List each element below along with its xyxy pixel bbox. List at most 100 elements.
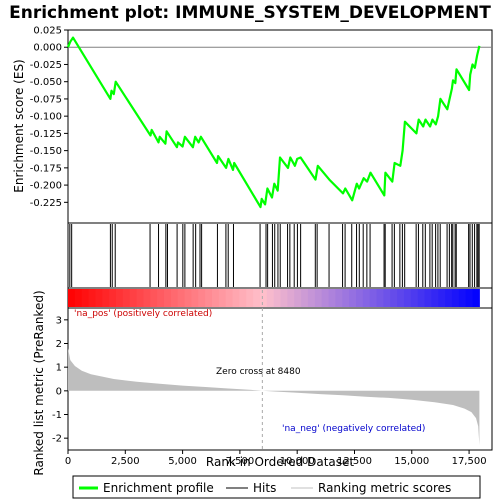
rank-bar-segment [445, 289, 453, 307]
rank-bar-segment [403, 289, 412, 307]
rank-bar-segment [95, 289, 103, 307]
rank-bar-segment [170, 289, 179, 307]
rank-bar-segment [259, 289, 268, 307]
legend-hits-label: Hits [253, 481, 276, 495]
es-y-tick-label: -0.225 [30, 198, 62, 209]
rank-bar-segment [143, 289, 151, 307]
x-tick-label: 12,500 [337, 456, 372, 467]
rank-bar-segment [266, 289, 275, 307]
rank-bar-segment [157, 289, 165, 307]
rank-bar-segment [342, 289, 350, 307]
rank-bar-segment [102, 289, 110, 307]
rank-bar-segment [273, 289, 282, 307]
rank-bar-segment [431, 289, 439, 307]
rank-bar-segment [225, 289, 234, 307]
rank-bar-segment [232, 289, 240, 307]
es-y-tick-label: -0.075 [30, 94, 62, 105]
zero-cross-label: Zero cross at 8480 [216, 367, 301, 377]
es-panel-frame [67, 29, 493, 224]
rank-bar-segment [198, 289, 206, 307]
rank-bar-segment [369, 289, 378, 307]
rank-bar-segment [136, 289, 144, 307]
rank-bar-segment [68, 289, 76, 307]
x-tick-label: 5,000 [168, 456, 197, 467]
chart-title: Enrichment plot: IMMUNE_SYSTEM_DEVELOPME… [9, 3, 491, 23]
rank-bar-segment [150, 289, 158, 307]
rank-bar-segment [301, 289, 309, 307]
es-profile-layer [66, 36, 492, 209]
rank-bar-segment [115, 289, 124, 307]
metric-y-tick-label: 0 [56, 386, 62, 397]
rank-bar-segment [307, 289, 316, 307]
legend-profile-label: Enrichment profile [103, 481, 214, 495]
neg-correlated-label: 'na_neg' (negatively correlated) [282, 424, 425, 434]
es-y-tick-label: -0.100 [30, 112, 62, 123]
rank-bar-segment [424, 289, 432, 307]
x-tick-label: 10,000 [280, 456, 315, 467]
es-y-axis: 0.025 0.000 -0.025 -0.050 -0.075 -0.100 -0.125… [30, 26, 68, 209]
rank-bar-segment [417, 289, 426, 307]
metric-area [68, 348, 480, 446]
rank-bar-segment [355, 289, 364, 307]
metric-y-axis-label: Ranked list metric (PreRanked) [32, 290, 46, 475]
rank-bar-segment [410, 289, 419, 307]
es-y-tick-label: 0.000 [33, 43, 62, 54]
rank-bar-segment [191, 289, 199, 307]
es-profile-line [66, 36, 481, 209]
es-y-tick-label: -0.200 [30, 181, 62, 192]
rank-bar-segment [335, 289, 343, 307]
rank-bar-segment [163, 289, 172, 307]
rank-bar-segment [349, 289, 357, 307]
rank-bar-segment [328, 289, 336, 307]
es-y-axis-label: Enrichment score (ES) [12, 59, 26, 192]
metric-y-tick-label: 1 [56, 363, 62, 374]
metric-layer [68, 290, 480, 449]
es-y-tick-label: -0.125 [30, 129, 62, 140]
metric-y-tick-label: -1 [52, 410, 62, 421]
metric-y-tick-label: -2 [52, 434, 62, 445]
rank-bar-segment [211, 289, 220, 307]
rank-bar-segment [81, 289, 90, 307]
rank-bar-segment [383, 289, 391, 307]
rank-bar-segment [458, 289, 467, 307]
rank-bar-segment [397, 289, 405, 307]
metric-y-tick-label: 3 [56, 315, 62, 326]
rank-bar-segment [438, 289, 446, 307]
legend: Enrichment profile Hits Ranking metric s… [72, 475, 481, 499]
hits-layer [69, 224, 480, 287]
rank-bar-segment [280, 289, 288, 307]
es-y-tick-label: 0.025 [33, 26, 62, 37]
rank-bar-segment [390, 289, 398, 307]
rank-bar-segment [129, 289, 138, 307]
rank-bar-segment [122, 289, 131, 307]
es-y-tick-label: -0.025 [30, 60, 62, 71]
x-tick-label: 17,500 [452, 456, 487, 467]
rank-bar-segment [314, 289, 323, 307]
es-y-tick-label: -0.050 [30, 77, 62, 88]
es-y-tick-label: -0.175 [30, 163, 62, 174]
x-tick-label: 7,500 [226, 456, 255, 467]
metric-y-tick-label: 2 [56, 339, 62, 350]
x-axis: 0 2,500 5,000 7,500 10,000 12,500 15,000 17,500 [65, 450, 487, 467]
rank-bar-segment [239, 289, 247, 307]
x-tick-label: 0 [65, 456, 71, 467]
rank-bar-segment [451, 289, 460, 307]
rank-bar-segment [246, 289, 254, 307]
rank-bar-segment [294, 289, 302, 307]
rank-color-bar [68, 289, 480, 307]
metric-y-axis: 3 2 1 0 -1 -2 [52, 315, 68, 445]
rank-bar-segment [184, 289, 192, 307]
rank-bar-segment [74, 289, 83, 307]
rank-bar-segment [109, 289, 117, 307]
es-y-tick-label: -0.150 [30, 146, 62, 157]
rank-bar-segment [472, 289, 480, 307]
rank-bar-segment [465, 289, 474, 307]
rank-bar-segment [376, 289, 384, 307]
rank-bar-segment [253, 289, 261, 307]
rank-bar-segment [321, 289, 330, 307]
rank-bar-segment [88, 289, 96, 307]
rank-bar-segment [287, 289, 295, 307]
rank-bar-segment [177, 289, 186, 307]
metric-panel-frame [67, 307, 493, 451]
x-axis-label: Rank in Ordered Dataset [206, 455, 354, 469]
